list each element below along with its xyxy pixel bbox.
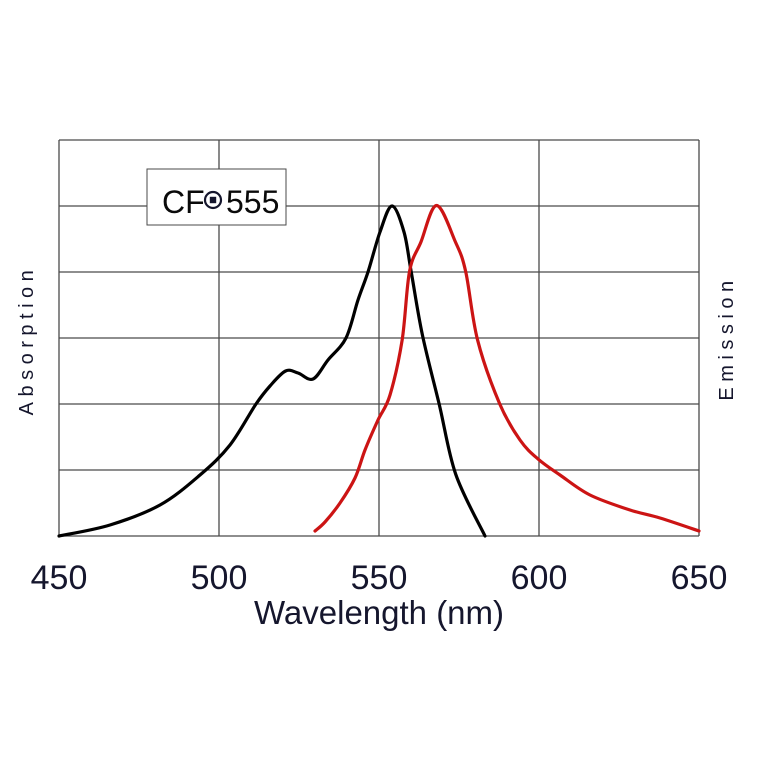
svg-text:500: 500	[191, 559, 248, 597]
svg-text:Absorption: Absorption	[16, 265, 38, 416]
svg-text:600: 600	[511, 559, 568, 597]
svg-text:CF: CF	[162, 184, 205, 220]
svg-text:450: 450	[31, 559, 88, 597]
svg-text:650: 650	[671, 559, 728, 597]
svg-text:Emission: Emission	[716, 275, 738, 400]
svg-text:555: 555	[226, 184, 279, 220]
svg-text:Wavelength (nm): Wavelength (nm)	[254, 594, 504, 631]
svg-text:550: 550	[351, 559, 408, 597]
